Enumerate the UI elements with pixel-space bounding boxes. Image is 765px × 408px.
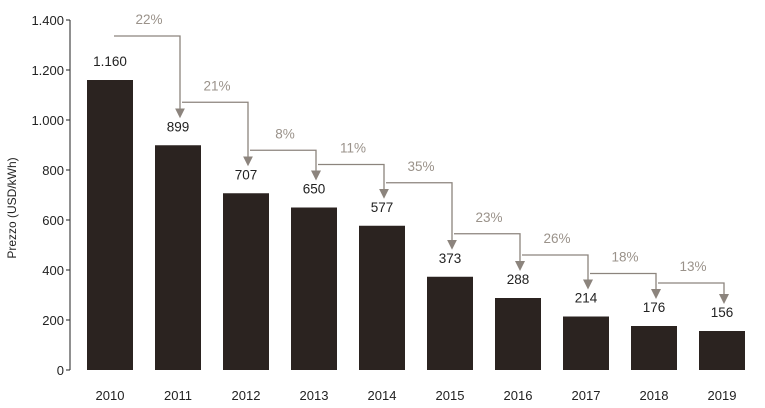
decline-percent-label: 21% bbox=[203, 78, 230, 93]
bar-value-label: 899 bbox=[167, 119, 190, 134]
y-tick-label: 200 bbox=[42, 313, 64, 328]
bar-value-label: 1.160 bbox=[93, 54, 127, 69]
x-tick-label: 2019 bbox=[708, 388, 737, 403]
y-tick-label: 1.400 bbox=[31, 13, 64, 28]
decline-percent-label: 8% bbox=[275, 126, 295, 141]
x-tick-label: 2014 bbox=[368, 388, 397, 403]
bar-2019 bbox=[699, 331, 745, 370]
y-axis-title: Prezzo (USD/kWh) bbox=[5, 157, 19, 258]
bar-2016 bbox=[495, 298, 541, 370]
y-tick-label: 400 bbox=[42, 263, 64, 278]
decline-percent-label: 18% bbox=[611, 250, 638, 265]
y-tick-label: 800 bbox=[42, 163, 64, 178]
bar-value-label: 214 bbox=[575, 291, 598, 306]
x-tick-label: 2011 bbox=[164, 388, 192, 403]
decline-arrow bbox=[114, 35, 185, 119]
decline-arrow bbox=[590, 272, 661, 299]
x-axis-ticks: 2010 2011 2012 2013 2014 2015 2016 2017 2018 2019 bbox=[96, 388, 737, 403]
decline-percent-label: 23% bbox=[475, 210, 502, 225]
bar-2010 bbox=[87, 80, 133, 370]
decline-percent-label: 11% bbox=[340, 141, 366, 156]
bar-2014 bbox=[359, 225, 405, 370]
y-tick-label: 1.000 bbox=[31, 113, 64, 128]
decline-arrow bbox=[386, 182, 457, 250]
y-tick-label: 0 bbox=[57, 363, 64, 378]
bar-value-label: 156 bbox=[711, 305, 734, 320]
bars-group: 1.160 899 707 650 577 373 288 214 176 156 bbox=[87, 54, 745, 370]
bar-value-label: 373 bbox=[439, 251, 462, 266]
bar-value-label: 577 bbox=[371, 200, 394, 215]
y-tick-label: 1.200 bbox=[31, 63, 64, 78]
bar-2015 bbox=[427, 276, 473, 370]
decline-percent-label: 22% bbox=[135, 12, 162, 27]
bar-value-label: 176 bbox=[643, 300, 666, 315]
bar-2013 bbox=[291, 207, 337, 370]
y-axis-ticks: 0 200 400 600 800 1.000 1.200 1.400 bbox=[31, 13, 70, 378]
x-tick-label: 2015 bbox=[436, 388, 465, 403]
y-tick-label: 600 bbox=[42, 213, 64, 228]
decline-arrow bbox=[182, 101, 253, 167]
decline-percent-label: 13% bbox=[679, 259, 706, 274]
bar-value-label: 288 bbox=[507, 272, 530, 287]
decline-arrow bbox=[318, 163, 389, 199]
x-tick-label: 2016 bbox=[504, 388, 533, 403]
x-tick-label: 2018 bbox=[640, 388, 669, 403]
bar-value-label: 707 bbox=[235, 167, 258, 182]
x-tick-label: 2013 bbox=[300, 388, 329, 403]
decline-arrow bbox=[454, 233, 525, 271]
decline-arrow bbox=[522, 254, 593, 290]
decline-arrow bbox=[658, 282, 729, 304]
decline-arrow bbox=[250, 149, 321, 181]
bar-2017 bbox=[563, 316, 609, 370]
x-tick-label: 2010 bbox=[96, 388, 125, 403]
x-tick-label: 2012 bbox=[232, 388, 261, 403]
decline-percent-label: 26% bbox=[543, 231, 570, 246]
bar-2011 bbox=[155, 145, 201, 370]
bar-2018 bbox=[631, 326, 677, 370]
decline-percent-label: 35% bbox=[407, 159, 434, 174]
x-tick-label: 2017 bbox=[572, 388, 601, 403]
bar-2012 bbox=[223, 193, 269, 370]
bar-value-label: 650 bbox=[303, 182, 326, 197]
decline-arrows: 22% 21% 8% 11% 35% 23% 26% 18% 13% bbox=[114, 12, 729, 304]
